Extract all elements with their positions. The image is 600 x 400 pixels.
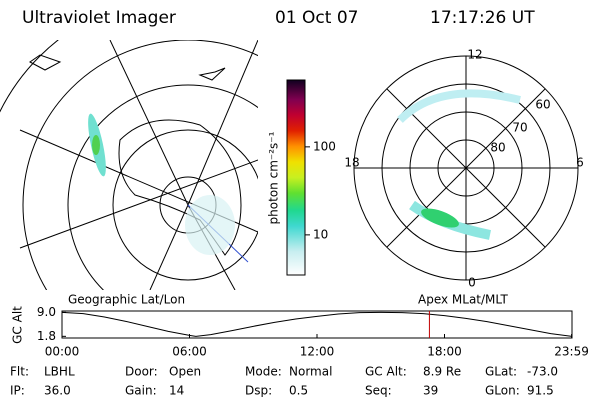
lat-label: 70 <box>512 121 527 135</box>
x-tick-label: 23:59 <box>554 345 589 359</box>
x-tick-label: 12:00 <box>300 345 335 359</box>
status-value: 8.9 Re <box>423 365 461 379</box>
colorbar-tick-label: 100 <box>313 139 336 153</box>
colorbar-tick-label: 10 <box>313 227 328 241</box>
plot-right-title: Apex MLat/MLT <box>418 293 508 307</box>
status-label: Door: <box>125 365 158 379</box>
lat-label: 80 <box>490 141 505 155</box>
status-value: -73.0 <box>527 365 558 379</box>
status-value: LBHL <box>44 365 75 379</box>
plot-left-title: Geographic Lat/Lon <box>68 293 185 307</box>
y-tick-label: 1.8 <box>37 329 56 343</box>
status-label: Dsp: <box>245 384 272 398</box>
lat-label: 60 <box>535 98 550 112</box>
status-label: Gain: <box>125 384 157 398</box>
colorbar <box>286 79 306 276</box>
x-tick-label: 06:00 <box>172 345 207 359</box>
status-label: GLat: <box>485 365 517 379</box>
geographic-map <box>0 40 258 290</box>
status-value: Normal <box>289 365 332 379</box>
y-tick-label: 9.0 <box>37 305 56 319</box>
mlt-label: 18 <box>344 156 359 170</box>
time: 17:17:26 UT <box>430 8 535 28</box>
date: 01 Oct 07 <box>275 8 358 28</box>
x-tick-label: 00:00 <box>45 345 80 359</box>
mlt-label: 6 <box>576 156 584 170</box>
y-axis-label: GC Alt <box>11 306 25 344</box>
status-label: GLon: <box>485 384 520 398</box>
mlt-label: 12 <box>467 48 482 62</box>
status-value: 91.5 <box>527 384 554 398</box>
polar-plot <box>353 55 579 281</box>
altitude-line <box>61 311 573 337</box>
colorbar-label: photon cm⁻²s⁻¹ <box>267 131 281 224</box>
status-label: IP: <box>10 384 25 398</box>
status-value: 14 <box>169 384 184 398</box>
status-label: Mode: <box>245 365 282 379</box>
mlt-label: 0 <box>468 276 476 290</box>
status-value: 36.0 <box>44 384 71 398</box>
status-value: 39 <box>423 384 438 398</box>
status-value: Open <box>169 365 201 379</box>
title: Ultraviolet Imager <box>22 8 176 28</box>
status-value: 0.5 <box>289 384 308 398</box>
x-tick-label: 18:00 <box>427 345 462 359</box>
status-label: Flt: <box>10 365 29 379</box>
status-label: GC Alt: <box>365 365 407 379</box>
status-label: Seq: <box>365 384 392 398</box>
